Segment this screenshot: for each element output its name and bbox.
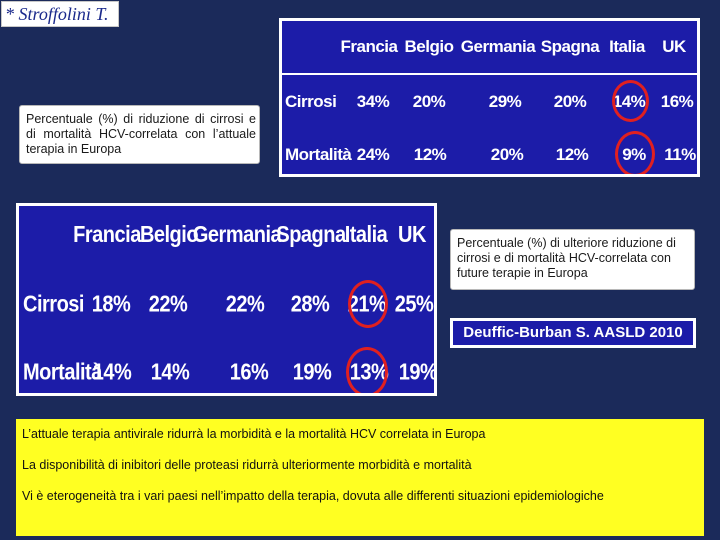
table-cell: 24%	[356, 145, 390, 164]
table-cell: 19%	[292, 360, 332, 386]
table-cell: 20%	[553, 92, 587, 111]
table-current-therapy: Francia Belgio Germania Spagna Italia UK…	[279, 18, 700, 177]
header-divider	[282, 73, 697, 75]
highlight-circle	[346, 347, 388, 393]
summary-point: Vi è eterogeneità tra i vari paesi nell’…	[22, 489, 604, 503]
table-cell: 12%	[555, 145, 589, 164]
row-label-mortalita: Mortalità	[23, 360, 102, 386]
table-cell: 16%	[660, 92, 694, 111]
column-header: Germania	[460, 37, 536, 56]
table-cell: 14%	[92, 360, 132, 386]
table-cell: 22%	[148, 292, 188, 318]
summary-box: L’attuale terapia antivirale ridurrà la …	[16, 419, 704, 536]
note-future-therapy: Percentuale (%) di ulteriore riduzione d…	[450, 229, 695, 290]
table-cell: 28%	[290, 292, 330, 318]
table-cell: 16%	[229, 360, 269, 386]
highlight-circle	[348, 280, 388, 328]
column-header: Belgio	[139, 222, 199, 248]
table-cell: 25%	[394, 292, 434, 318]
table-cell: 18%	[91, 292, 131, 318]
row-label-cirrosi: Cirrosi	[285, 92, 337, 111]
row-label-mortalita: Mortalità	[285, 145, 352, 164]
note-current-therapy: Percentuale (%) di riduzione di cirrosi …	[19, 105, 260, 164]
highlight-circle	[615, 131, 655, 174]
author-label: * Stroffolini T.	[1, 1, 119, 27]
table-cell: 12%	[413, 145, 447, 164]
column-header: Italia	[609, 37, 645, 56]
column-header: Italia	[344, 222, 388, 248]
column-header: Francia	[73, 222, 141, 248]
table-cell: 29%	[488, 92, 522, 111]
reference-citation: Deuffic-Burban S. AASLD 2010	[450, 318, 696, 348]
table-cell: 19%	[398, 360, 434, 386]
column-header: Belgio	[404, 37, 454, 56]
table-cell: 34%	[356, 92, 390, 111]
table-cell: 11%	[664, 145, 696, 164]
table-cell: 14%	[150, 360, 190, 386]
highlight-circle	[612, 80, 649, 122]
summary-point: L’attuale terapia antivirale ridurrà la …	[22, 427, 486, 441]
table-cell: 20%	[490, 145, 524, 164]
column-header: Spagna	[276, 222, 346, 248]
table-future-therapy: Francia Belgio Germania Spagna Italia UK…	[16, 203, 437, 396]
column-header: UK	[398, 222, 426, 248]
summary-point: La disponibilità di inibitori delle prot…	[22, 458, 472, 472]
table-cell: 20%	[412, 92, 446, 111]
column-header: Spagna	[540, 37, 600, 56]
column-header: Germania	[192, 222, 282, 248]
reference-text: Deuffic-Burban S. AASLD 2010	[453, 321, 693, 345]
row-label-cirrosi: Cirrosi	[23, 292, 84, 318]
column-header: UK	[662, 37, 686, 56]
table-cell: 22%	[225, 292, 265, 318]
column-header: Francia	[340, 37, 398, 56]
